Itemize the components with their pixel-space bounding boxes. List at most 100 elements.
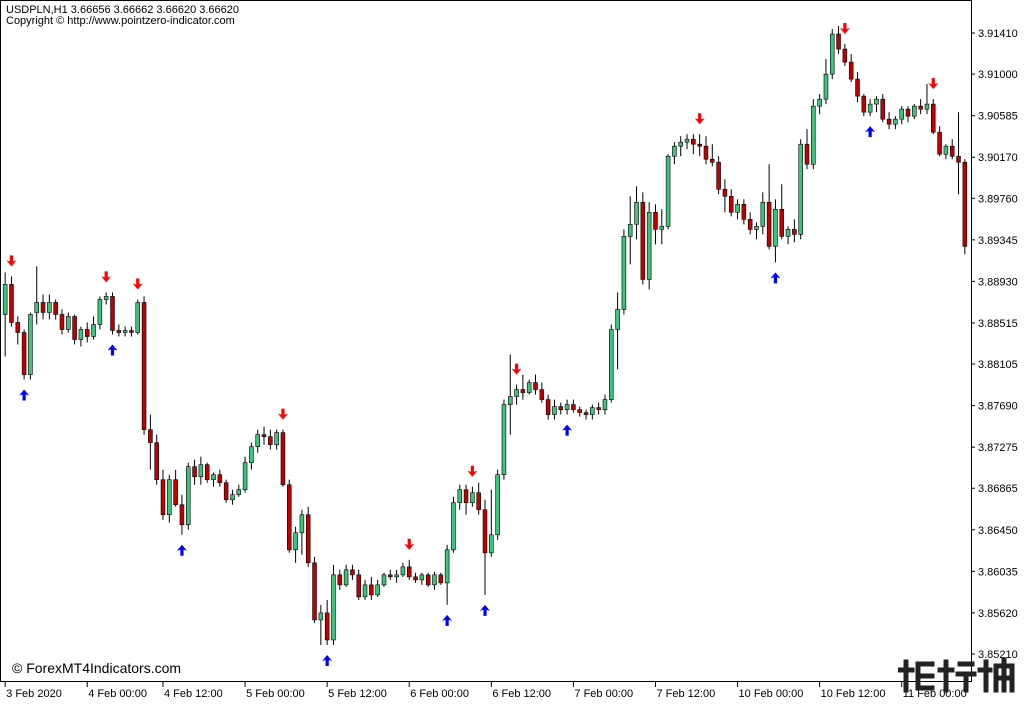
- candle-body: [823, 73, 829, 100]
- candle-body: [703, 145, 709, 160]
- candle-body: [842, 48, 848, 63]
- candle-body: [211, 474, 216, 481]
- candle-body: [514, 389, 519, 397]
- time-tick-label: 4 Feb 00:00: [88, 688, 147, 700]
- candle: [425, 572, 431, 587]
- sell-arrow-icon: [6, 255, 17, 267]
- candle: [274, 429, 279, 450]
- candle-body: [583, 412, 589, 415]
- candle: [590, 404, 595, 420]
- candle-body: [242, 462, 248, 491]
- candle-body: [129, 330, 134, 333]
- candle: [627, 196, 633, 265]
- candle-body: [596, 407, 601, 410]
- candle-body: [274, 432, 279, 445]
- candle-body: [760, 201, 766, 227]
- candle-body: [665, 155, 671, 227]
- candle-body: [489, 534, 494, 554]
- candle: [899, 106, 904, 125]
- candle: [91, 316, 96, 340]
- candle: [362, 579, 368, 600]
- candle: [293, 526, 298, 563]
- candle: [312, 556, 317, 623]
- candle: [596, 402, 601, 415]
- signal-arrows-layer: [6, 23, 939, 666]
- price-tick-label: 3.91410: [978, 28, 1018, 40]
- price-tick-label: 3.86865: [978, 483, 1018, 495]
- candle: [495, 469, 500, 540]
- candle-body: [817, 98, 822, 107]
- candle: [640, 192, 646, 285]
- candle: [476, 482, 481, 515]
- candle: [785, 226, 791, 245]
- candle: [122, 326, 128, 337]
- candle: [280, 429, 286, 487]
- candle-body: [545, 399, 551, 415]
- candle: [305, 506, 311, 567]
- candle-body: [192, 466, 197, 478]
- price-tick-label: 3.91000: [978, 69, 1018, 81]
- candle-body: [924, 103, 930, 110]
- candle-body: [47, 302, 52, 313]
- candle-body: [141, 302, 147, 430]
- copyright-line: Copyright © http://www.pointzero-indicat…: [6, 15, 235, 27]
- candle: [564, 399, 570, 415]
- candle: [470, 486, 475, 507]
- candle-body: [337, 574, 343, 586]
- sell-arrow-icon: [101, 271, 112, 283]
- candle-body: [470, 492, 475, 504]
- time-tick-label: 3 Feb 2020: [6, 688, 62, 700]
- candle-body: [627, 224, 633, 237]
- candle-body: [331, 574, 336, 641]
- candle-body: [533, 382, 538, 390]
- candle-body: [602, 399, 608, 410]
- candle: [97, 296, 103, 330]
- candle: [173, 469, 178, 507]
- candle-body: [185, 466, 191, 526]
- candle: [684, 134, 690, 150]
- candle-body: [400, 566, 406, 576]
- candle: [880, 94, 886, 123]
- sell-arrow-icon: [404, 538, 415, 550]
- candle-body: [609, 329, 614, 400]
- candle-body: [438, 574, 444, 584]
- candle: [779, 184, 785, 240]
- candle-body: [179, 504, 185, 526]
- candle-body: [653, 212, 658, 230]
- candle: [918, 99, 923, 115]
- candle-body: [154, 442, 159, 481]
- candle: [798, 139, 803, 240]
- candle: [893, 116, 898, 130]
- sell-arrow-icon: [277, 408, 288, 420]
- candle-body: [34, 302, 39, 313]
- buy-arrow-icon: [322, 654, 333, 666]
- candle-body: [236, 489, 242, 496]
- candle: [867, 99, 873, 117]
- candle-body: [798, 143, 803, 235]
- candle: [949, 139, 955, 160]
- candle-body: [785, 229, 791, 237]
- buy-arrow-icon: [19, 389, 30, 401]
- candle: [287, 479, 292, 553]
- candle-body: [571, 404, 576, 410]
- candle-body: [91, 324, 96, 337]
- candle: [463, 484, 469, 515]
- candle: [621, 229, 627, 315]
- candle: [66, 312, 71, 333]
- candle-body: [21, 332, 27, 375]
- candle-body: [754, 226, 759, 230]
- buy-arrow-icon: [176, 544, 187, 556]
- candle: [406, 559, 412, 580]
- price-tick-label: 3.90170: [978, 152, 1018, 164]
- candle: [268, 429, 273, 450]
- candle-body: [558, 406, 564, 410]
- candle: [15, 316, 21, 345]
- sell-arrow-icon: [928, 78, 939, 90]
- price-tick-label: 3.86450: [978, 525, 1018, 537]
- candle-body: [880, 98, 886, 120]
- candle: [962, 159, 968, 255]
- candle: [154, 434, 159, 485]
- candle: [457, 484, 463, 510]
- candle: [602, 394, 608, 415]
